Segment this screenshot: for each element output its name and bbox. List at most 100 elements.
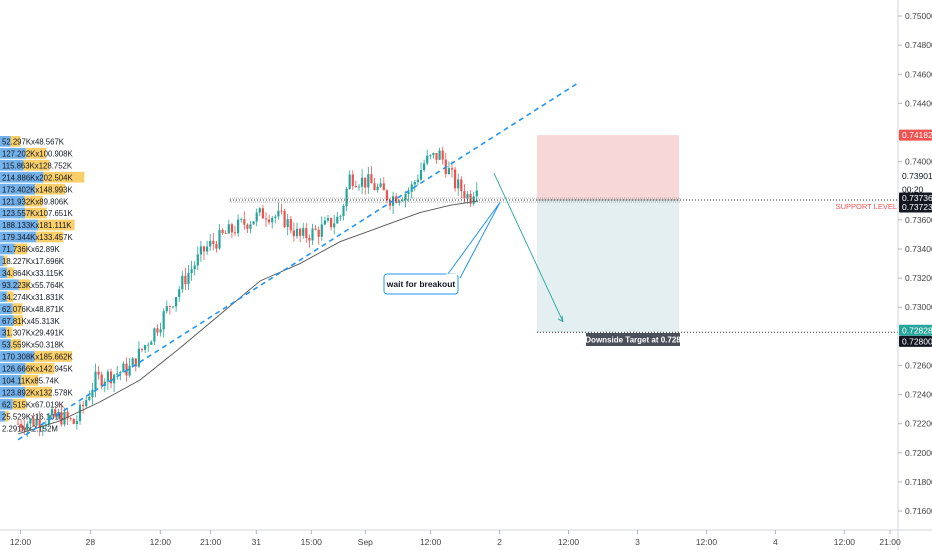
volume-profile-label: 34.274Kx31.831K <box>2 293 65 302</box>
projection-arrowhead <box>557 315 564 323</box>
candle-up <box>311 228 314 241</box>
candle-up <box>333 223 336 228</box>
volume-profile-label: 62.076Kx48.871K <box>2 305 65 314</box>
volume-profile-label: 127.202Kx100.908K <box>2 149 73 158</box>
price-label: 0.72828 <box>899 324 932 336</box>
volume-profile-row: 214.886Kx202.504K <box>0 171 85 183</box>
plot-area <box>0 0 898 530</box>
candle-up <box>286 219 289 227</box>
callout-text: wait for breakout <box>386 279 456 289</box>
price-label-bg <box>899 335 932 347</box>
candle-up <box>447 168 450 175</box>
volume-profile-row: 62.515Kx67.019K <box>0 398 65 410</box>
volume-profile-label: 126.666Kx142.945K <box>2 365 73 374</box>
time-tick-label: 31 <box>252 537 262 547</box>
candle-up <box>419 170 423 180</box>
volume-sell-bar <box>13 315 23 326</box>
candle-up <box>252 221 255 225</box>
candle-down <box>16 423 20 425</box>
candle-up <box>181 275 184 290</box>
candle-down <box>20 423 23 428</box>
candle-up <box>29 418 32 424</box>
callout-box <box>383 273 459 295</box>
candle-up <box>199 246 202 255</box>
candle-down <box>289 219 292 231</box>
volume-sell-bar <box>23 159 50 171</box>
drawings: SUPPORT LEVEL wait for breakout Downside T… <box>17 82 898 441</box>
volume-sell-bar <box>25 386 52 398</box>
candle-down <box>268 219 271 223</box>
volume-sell-bar <box>6 327 13 338</box>
volume-buy-bar <box>0 255 4 267</box>
volume-profile-row: 123.892Kx132.578K <box>0 386 73 398</box>
volume-buy-bar <box>0 315 14 326</box>
volume-buy-bar <box>0 159 24 171</box>
price-label: 0.74182 <box>899 129 932 141</box>
support-level-label: SUPPORT LEVEL <box>836 202 897 211</box>
candle-up <box>209 240 212 247</box>
candle-up <box>429 155 432 156</box>
candle-up <box>277 210 280 217</box>
candle-up <box>438 150 441 160</box>
candle-down <box>330 218 333 228</box>
candle-up <box>237 219 240 234</box>
candle-down <box>54 409 57 417</box>
candle-down <box>370 174 373 184</box>
candle-down <box>60 411 63 425</box>
volume-buy-bar <box>0 207 25 219</box>
price-label-bg <box>899 201 932 213</box>
candle-up <box>227 224 230 234</box>
candle-down <box>373 183 376 191</box>
candle-up <box>361 177 364 187</box>
candle-down <box>454 169 457 189</box>
candle-down <box>246 224 249 229</box>
ascending-trendline <box>17 82 579 441</box>
target-label-text: Downside Target at 0.728 <box>585 336 681 345</box>
candle-up <box>240 219 243 221</box>
time-tick-label: 2 <box>497 537 502 547</box>
volume-buy-bar <box>0 339 11 350</box>
candle-down <box>224 233 227 234</box>
volume-profile-row: 34.864Kx33.115K <box>0 267 64 279</box>
candle-down <box>382 183 385 191</box>
volume-buy-bar <box>0 363 26 374</box>
volume-profile-row: 115.863Kx128.752K <box>0 159 73 171</box>
volume-profile-row: 104.11Kx85.74K <box>0 375 60 386</box>
candle-down <box>134 358 137 367</box>
candle-down <box>283 210 286 227</box>
candle-up <box>410 184 413 192</box>
candle-down <box>354 185 357 188</box>
candle-up <box>336 216 339 224</box>
price-label-bg <box>899 324 932 336</box>
candle-up <box>35 419 38 426</box>
candle-up <box>376 186 379 191</box>
candle-down <box>82 404 85 407</box>
volume-profile-label: 93.223Kx55.764K <box>2 281 65 290</box>
candle-up <box>165 306 168 312</box>
candle-up <box>171 306 175 308</box>
volume-profile-label: 188.133Kx181.111K <box>2 221 72 230</box>
candle-up <box>78 404 82 422</box>
price-label-text: 0.73901 <box>902 171 932 181</box>
candle-up <box>432 153 435 156</box>
candle-up <box>51 409 54 416</box>
breakout-callout: wait for breakout <box>383 202 501 295</box>
candle-up <box>193 265 196 270</box>
candle-up <box>206 246 209 252</box>
candle-up <box>106 371 109 382</box>
volume-sell-bar <box>21 375 39 386</box>
candle-down <box>264 218 268 220</box>
candle-down <box>38 419 41 428</box>
volume-profile-row: 18.227Kx17.696K <box>0 255 65 267</box>
support-level-band <box>229 197 681 203</box>
candle-down <box>305 228 308 238</box>
trade-zones <box>537 135 679 333</box>
candle-up <box>128 365 131 376</box>
candle-down <box>140 348 144 350</box>
